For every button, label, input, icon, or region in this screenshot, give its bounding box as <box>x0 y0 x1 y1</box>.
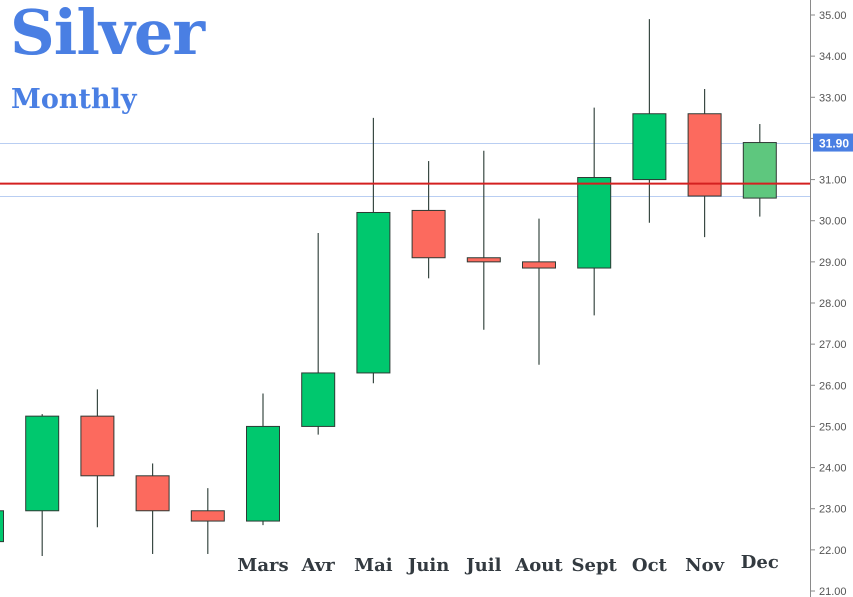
candle-body-4 <box>190 510 225 522</box>
y-tick-label-8: 29.00 <box>819 257 847 269</box>
x-label-mai: Mai <box>354 555 393 576</box>
y-tick-label-5: 26.00 <box>819 380 847 392</box>
price-badge-label: 31.90 <box>819 137 849 151</box>
y-tick-label-13: 34.00 <box>819 51 847 63</box>
x-label-mars: Mars <box>237 555 288 576</box>
y-tick-label-12: 33.00 <box>819 92 847 104</box>
chart-title: Silver <box>10 0 205 69</box>
candle-body-3 <box>135 475 170 512</box>
candle-body-2 <box>80 415 115 477</box>
y-tick-label-1: 22.00 <box>819 545 847 557</box>
candle-body-13 <box>687 113 722 197</box>
y-tick-label-0: 21.00 <box>819 586 847 597</box>
candle-body-14 <box>742 142 777 199</box>
candle-body-6 <box>301 372 336 427</box>
y-tick-label-9: 30.00 <box>819 216 847 228</box>
y-tick-label-4: 25.00 <box>819 421 847 433</box>
x-label-oct: Oct <box>632 555 668 576</box>
y-tick-label-7: 28.00 <box>819 298 847 310</box>
chart-subtitle: Monthly <box>11 84 137 115</box>
x-label-dec: Dec <box>741 552 779 573</box>
y-tick-label-14: 35.00 <box>819 10 847 22</box>
x-label-juil: Juil <box>464 555 501 576</box>
candle-body-11 <box>577 177 612 269</box>
x-label-sept: Sept <box>572 555 618 576</box>
y-tick-label-10: 31.00 <box>819 175 847 187</box>
x-label-juin: Juin <box>406 555 450 576</box>
x-label-aout: Aout <box>514 555 563 576</box>
candle-body-12 <box>632 113 667 181</box>
candle-body-7 <box>356 211 391 374</box>
candle-body-10 <box>522 261 556 269</box>
y-tick-label-2: 23.00 <box>819 504 847 516</box>
candle-body-0 <box>0 510 4 543</box>
y-tick-label-6: 27.00 <box>819 339 847 351</box>
candle-body-8 <box>411 209 446 259</box>
candle-body-1 <box>25 415 60 512</box>
candle-body-5 <box>246 425 280 522</box>
x-label-avr: Avr <box>301 555 336 576</box>
x-label-nov: Nov <box>685 555 724 576</box>
price-badge <box>813 133 853 152</box>
candle-body-9 <box>466 257 501 263</box>
y-tick-label-3: 24.00 <box>819 463 847 475</box>
